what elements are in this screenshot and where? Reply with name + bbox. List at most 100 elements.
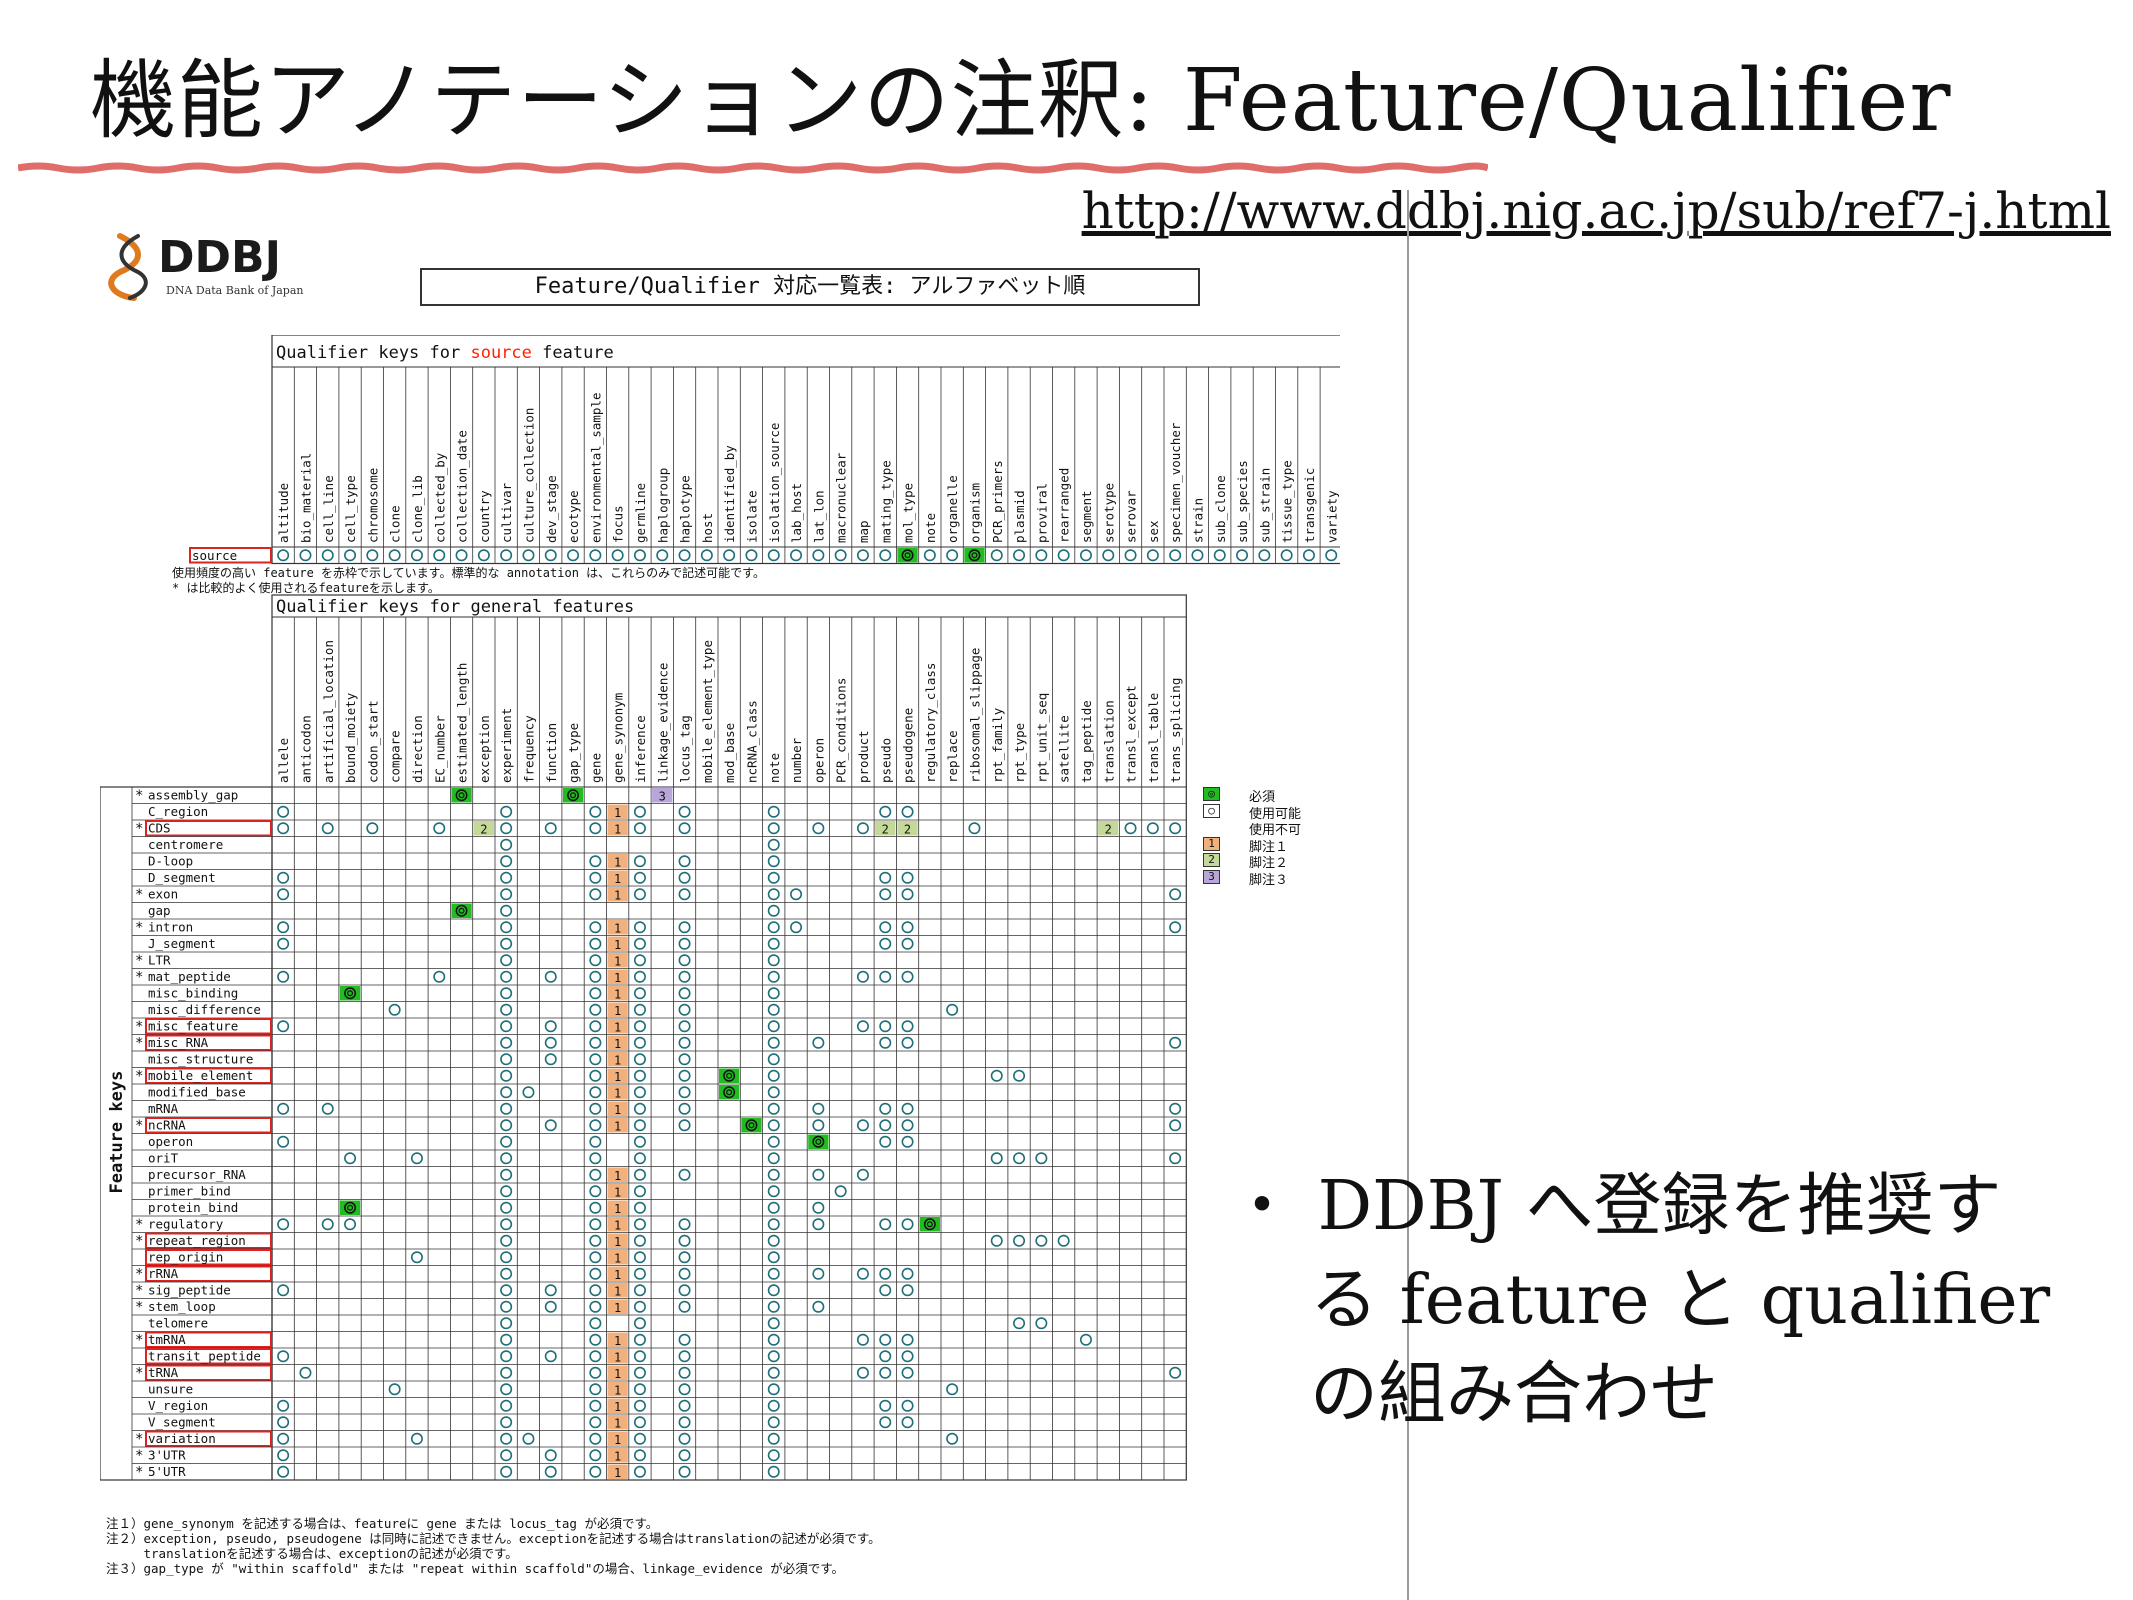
allowed-mark bbox=[901, 1036, 914, 1049]
feature-key-label: V_region bbox=[148, 1398, 208, 1413]
allowed-mark bbox=[767, 549, 780, 562]
allowed-mark bbox=[767, 1383, 780, 1396]
allowed-mark bbox=[767, 1449, 780, 1462]
allowed-mark bbox=[633, 987, 646, 1000]
allowed-mark bbox=[500, 1416, 513, 1429]
legend-label: 脚注２ bbox=[1249, 856, 1289, 871]
allowed-mark bbox=[767, 1399, 780, 1412]
allowed-mark bbox=[589, 1267, 602, 1280]
feature-key-label: misc_difference bbox=[148, 1002, 261, 1017]
allowed-mark bbox=[500, 921, 513, 934]
feature-key-label: assembly_gap bbox=[148, 788, 238, 803]
feature-key-label: misc_structure bbox=[148, 1052, 253, 1067]
allowed-mark bbox=[812, 549, 825, 562]
allowed-mark bbox=[767, 1119, 780, 1132]
allowed-mark bbox=[522, 549, 535, 562]
allowed-mark bbox=[901, 1119, 914, 1132]
feature-key-label: D-loop bbox=[148, 854, 193, 869]
allowed-mark bbox=[277, 1465, 290, 1478]
allowed-mark bbox=[633, 1168, 646, 1181]
required-inner bbox=[748, 1122, 755, 1129]
legend-swatch: ◎ bbox=[1203, 787, 1220, 801]
allowed-mark bbox=[901, 921, 914, 934]
footnote-2-cont: translationを記述する場合は、exceptionの記述が必須です。 bbox=[106, 1546, 518, 1561]
allowed-mark bbox=[589, 888, 602, 901]
legend-swatch: 3 bbox=[1203, 869, 1220, 884]
cell-fill bbox=[897, 821, 918, 836]
allowed-mark bbox=[589, 1102, 602, 1115]
allowed-mark bbox=[500, 1119, 513, 1132]
allowed-mark bbox=[678, 1119, 691, 1132]
cell-fill bbox=[607, 1250, 628, 1265]
required-mark bbox=[812, 1135, 825, 1148]
allowed-mark bbox=[410, 549, 423, 562]
cell-fill bbox=[607, 1068, 628, 1083]
general-qualifier-label: trans_splicing bbox=[1168, 678, 1183, 783]
source-qualifier-label: sub_species bbox=[1235, 460, 1250, 543]
footnote-mark: 1 bbox=[614, 1334, 621, 1348]
allowed-mark bbox=[589, 1317, 602, 1330]
cell-fill bbox=[607, 1167, 628, 1182]
feature-key-label: gap bbox=[148, 903, 171, 918]
required-inner bbox=[458, 907, 465, 914]
allowed-mark bbox=[500, 1465, 513, 1478]
allowed-mark bbox=[700, 549, 713, 562]
source-qualifier-label: clone bbox=[388, 505, 403, 543]
source-qualifier-label: variety bbox=[1324, 490, 1339, 543]
footnote-mark: 1 bbox=[614, 971, 621, 985]
allowed-mark bbox=[678, 970, 691, 983]
feature-key-label: V_segment bbox=[148, 1415, 216, 1430]
general-qualifier-label: mod_base bbox=[722, 723, 737, 783]
allowed-mark bbox=[767, 1350, 780, 1363]
star-mark: * bbox=[135, 1366, 143, 1382]
general-qualifier-label: regulatory_class bbox=[923, 663, 938, 783]
allowed-mark bbox=[277, 1432, 290, 1445]
reference-link[interactable]: http://www.ddbj.nig.ac.jp/sub/ref7-j.htm… bbox=[1081, 182, 2111, 240]
required-mark bbox=[723, 1086, 736, 1099]
feature-key-label: misc_feature bbox=[148, 1019, 238, 1034]
feature-key-label: protein_bind bbox=[148, 1200, 238, 1215]
required-mark bbox=[968, 549, 981, 562]
allowed-mark bbox=[277, 805, 290, 818]
general-qualifier-label: exception bbox=[477, 715, 492, 783]
cell-fill bbox=[607, 1398, 628, 1413]
allowed-mark bbox=[500, 1168, 513, 1181]
allowed-mark bbox=[589, 1416, 602, 1429]
cell-fill bbox=[607, 870, 628, 885]
star-mark: * bbox=[135, 953, 143, 969]
allowed-mark bbox=[344, 1152, 357, 1165]
bullet-point: ・ DDBJ へ登録を推奨す る feature と qualifier の組み… bbox=[1228, 1160, 2050, 1442]
allowed-mark bbox=[678, 822, 691, 835]
cell-fill bbox=[607, 1035, 628, 1050]
allowed-mark bbox=[633, 871, 646, 884]
allowed-mark bbox=[790, 549, 803, 562]
bullet-line-1: ・ DDBJ へ登録を推奨す bbox=[1228, 1167, 2002, 1246]
allowed-mark bbox=[633, 1218, 646, 1231]
feature-key-label: C_region bbox=[148, 804, 208, 819]
allowed-mark bbox=[879, 970, 892, 983]
bullet-line-2: る feature と qualifier bbox=[1310, 1261, 2051, 1340]
allowed-mark bbox=[388, 549, 401, 562]
allowed-mark bbox=[544, 549, 557, 562]
allowed-mark bbox=[589, 1300, 602, 1313]
allowed-mark bbox=[901, 888, 914, 901]
allowed-mark bbox=[767, 1317, 780, 1330]
allowed-mark bbox=[1013, 549, 1026, 562]
allowed-mark bbox=[388, 1383, 401, 1396]
allowed-mark bbox=[589, 1383, 602, 1396]
general-qualifier-label: pseudogene bbox=[901, 708, 916, 783]
required-inner bbox=[347, 1204, 354, 1211]
allowed-mark bbox=[879, 1135, 892, 1148]
cell-fill bbox=[919, 1217, 940, 1232]
allowed-mark bbox=[678, 1284, 691, 1297]
allowed-mark bbox=[277, 921, 290, 934]
source-header-prefix: Qualifier keys for bbox=[276, 343, 470, 363]
cell-fill bbox=[607, 1217, 628, 1232]
allowed-mark bbox=[500, 904, 513, 917]
allowed-mark bbox=[633, 1003, 646, 1016]
allowed-mark bbox=[544, 822, 557, 835]
footnote-mark: 1 bbox=[614, 938, 621, 952]
star-mark: * bbox=[135, 920, 143, 936]
allowed-mark bbox=[277, 888, 290, 901]
source-qualifier-label: serotype bbox=[1101, 483, 1116, 543]
